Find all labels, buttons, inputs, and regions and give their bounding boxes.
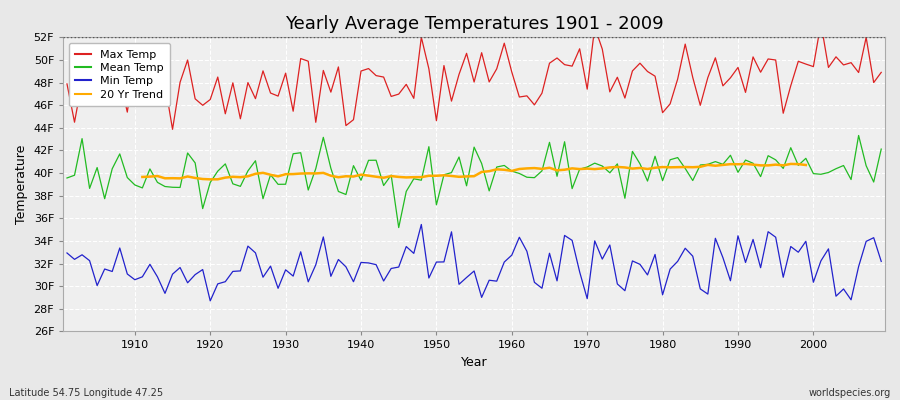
Text: worldspecies.org: worldspecies.org	[809, 388, 891, 398]
Y-axis label: Temperature: Temperature	[15, 145, 28, 224]
Title: Yearly Average Temperatures 1901 - 2009: Yearly Average Temperatures 1901 - 2009	[284, 15, 663, 33]
Text: Latitude 54.75 Longitude 47.25: Latitude 54.75 Longitude 47.25	[9, 388, 163, 398]
Legend: Max Temp, Mean Temp, Min Temp, 20 Yr Trend: Max Temp, Mean Temp, Min Temp, 20 Yr Tre…	[68, 43, 170, 106]
X-axis label: Year: Year	[461, 356, 488, 369]
